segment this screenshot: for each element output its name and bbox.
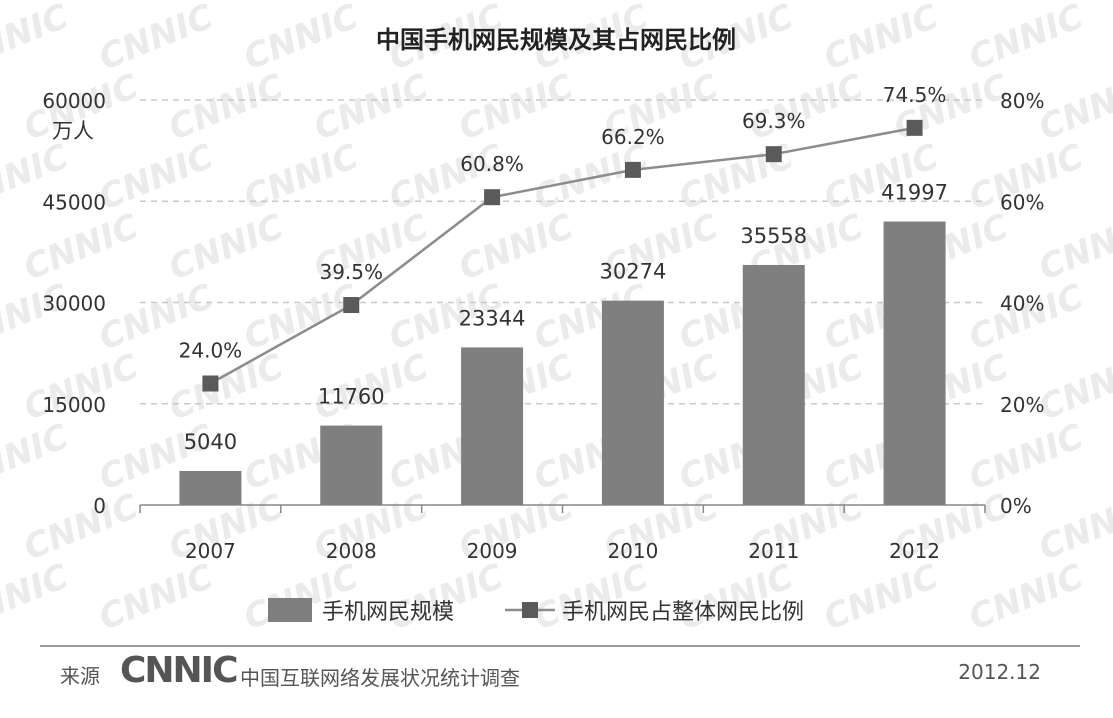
y-left-tick-label: 15000 <box>42 393 106 417</box>
watermark-text: CNNIC <box>18 206 144 288</box>
y-right-tick-label: 80% <box>1000 89 1044 113</box>
watermark-text: CNNIC <box>963 416 1089 498</box>
y-right-tick-label: 20% <box>1000 393 1044 417</box>
watermark-text: CNNIC <box>0 416 74 498</box>
bar <box>742 264 805 505</box>
watermark-text: CNNIC <box>238 0 364 78</box>
watermark-text: CNNIC <box>673 556 799 638</box>
footer-date: 2012.12 <box>958 660 1041 684</box>
bar-data-label: 35558 <box>740 224 807 248</box>
ratio-data-label: 69.3% <box>742 109 806 133</box>
watermark-text: CNNIC <box>383 136 509 218</box>
legend-line-label: 手机网民占整体网民比例 <box>562 600 804 625</box>
watermark-text: CNNIC <box>0 556 74 638</box>
footer-divider <box>40 645 1080 647</box>
watermark-text: CNNIC <box>93 136 219 218</box>
bar-data-label: 41997 <box>881 181 948 205</box>
ratio-data-label: 60.8% <box>460 152 524 176</box>
watermark-text: CNNIC <box>163 206 289 288</box>
watermark-text: CNNIC <box>93 0 219 78</box>
bar <box>320 425 383 505</box>
watermark-text: CNNIC <box>383 556 509 638</box>
bar-data-label: 23344 <box>459 306 526 330</box>
y-left-tick-label: 60000 <box>42 89 106 113</box>
watermark-text: CNNIC <box>963 556 1089 638</box>
watermark-text: CNNIC <box>18 486 144 568</box>
watermark-text: CNNIC <box>818 0 944 78</box>
y-left-tick-label: 30000 <box>42 292 106 316</box>
ratio-point <box>624 161 641 178</box>
bar-data-label: 11760 <box>318 385 385 409</box>
watermark-text: CNNIC <box>238 556 364 638</box>
watermark-text: CNNIC <box>238 276 364 358</box>
bar <box>461 347 524 505</box>
x-tick-label: 2011 <box>748 539 799 563</box>
bar-data-label: 30274 <box>600 260 667 284</box>
ratio-data-label: 66.2% <box>601 125 665 149</box>
ratio-data-label: 74.5% <box>883 83 947 107</box>
watermark-text: CNNIC <box>308 66 434 148</box>
y-right-tick-label: 0% <box>1000 494 1032 518</box>
x-tick-label: 2007 <box>185 539 236 563</box>
ratio-point <box>765 146 782 163</box>
watermark-text: CNNIC <box>0 276 74 358</box>
ratio-point <box>906 119 923 136</box>
bar-data-label: 5040 <box>184 430 237 454</box>
watermark-text: CNNIC <box>743 66 869 148</box>
footer-source-label: 来源 <box>60 664 100 688</box>
watermark-text: CNNIC <box>0 0 74 78</box>
x-tick-label: 2010 <box>607 539 658 563</box>
ratio-point <box>343 297 360 314</box>
watermark-text: CNNIC <box>93 556 219 638</box>
bar <box>601 300 664 505</box>
watermark-text: CNNIC <box>163 66 289 148</box>
x-tick-label: 2012 <box>889 539 940 563</box>
legend-bar-label: 手机网民规模 <box>322 600 454 625</box>
chart-title: 中国手机网民规模及其占网民比例 <box>376 26 736 54</box>
watermark-text: CNNIC <box>888 66 1014 148</box>
legend-line-marker <box>522 602 538 618</box>
ratio-data-label: 24.0% <box>179 339 243 363</box>
watermark-text: CNNIC <box>963 276 1089 358</box>
y-left-tick-label: 0 <box>93 494 106 518</box>
x-tick-label: 2008 <box>326 539 377 563</box>
watermark-text: CNNIC <box>963 0 1089 78</box>
bar <box>179 470 242 505</box>
y-left-unit: 万人 <box>52 119 94 143</box>
watermark-text: CNNIC <box>528 556 654 638</box>
y-right-tick-label: 60% <box>1000 190 1044 214</box>
ratio-series-line <box>209 126 915 385</box>
watermark-text: CNNIC <box>818 136 944 218</box>
ratio-point <box>484 189 501 206</box>
bar <box>883 221 946 505</box>
x-tick-label: 2009 <box>467 539 518 563</box>
watermark-text: CNNIC <box>453 206 579 288</box>
y-left-tick-label: 45000 <box>42 190 106 214</box>
watermark-text: CNNIC <box>818 556 944 638</box>
watermark-text: CNNIC <box>238 136 364 218</box>
footer-org-name: 中国互联网络发展状况统计调查 <box>240 666 520 690</box>
ratio-point <box>202 375 219 392</box>
watermark-text: CNNIC <box>453 66 579 148</box>
cnnic-logo: CNNIC <box>120 650 238 691</box>
legend-bar-swatch <box>268 598 312 622</box>
ratio-data-label: 39.5% <box>319 260 383 284</box>
y-right-tick-label: 40% <box>1000 292 1044 316</box>
